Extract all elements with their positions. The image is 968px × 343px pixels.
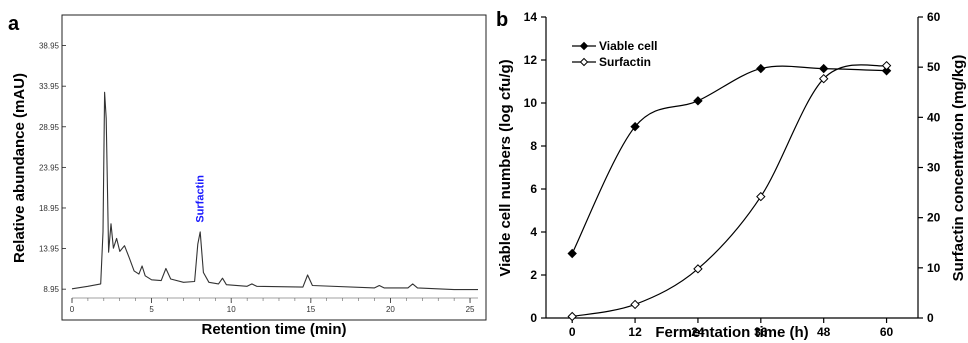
chromatogram-trace-group <box>71 91 478 291</box>
viable-cell-line <box>571 65 887 254</box>
x-tick-label: 25 <box>466 305 475 314</box>
x-tick-label: 10 <box>227 305 236 314</box>
x-tick-label: 24 <box>691 325 705 339</box>
x-tick-label: 48 <box>817 325 831 339</box>
x-tick-label: 36 <box>754 325 768 339</box>
surfactin-line <box>572 64 887 318</box>
x-tick-label: 15 <box>306 305 315 314</box>
viable-cell-point <box>693 96 703 106</box>
chromatogram-panel: a 8.95 13.95 18.95 23.95 28.95 33.95 38.95 0 5 10… <box>8 13 487 338</box>
x-tick-label: 20 <box>386 305 395 314</box>
y-tick-label: 13.95 <box>39 245 60 254</box>
viable-cell-legend-marker <box>579 41 589 51</box>
x-tick-label: 0 <box>569 325 576 339</box>
fermentation-legend: Viable cell Surfactin <box>572 39 657 69</box>
x-tick-label: 0 <box>70 305 75 314</box>
surfactin-peak-label: Surfactin <box>194 175 206 223</box>
y-tick-label: 8.95 <box>43 285 59 294</box>
surfactin-legend-label: Surfactin <box>599 55 651 69</box>
panel-a-letter: a <box>8 13 20 35</box>
y-tick-label: 18.95 <box>39 204 60 213</box>
viable-cell-point <box>567 248 577 259</box>
right-y-tick-label: 10 <box>927 261 941 275</box>
surfactin-point <box>881 60 892 71</box>
left-y-tick-label: 14 <box>524 10 538 24</box>
surfactin-point <box>567 311 577 322</box>
viable-cell-point <box>756 63 766 74</box>
left-y-tick-label: 8 <box>530 139 537 153</box>
viable-cell-point <box>630 121 640 132</box>
left-y-tick-label: 6 <box>530 182 537 196</box>
panel-b-letter: b <box>496 9 508 31</box>
surfactin-y-axis-title: Surfactin concentration (mg/kg) <box>950 55 967 282</box>
chromatogram-trace <box>71 91 478 291</box>
right-y-tick-label: 30 <box>927 161 941 175</box>
chromatogram-y-axis-title: Relative abundance (mAU) <box>11 73 28 263</box>
surfactin-point <box>630 299 640 310</box>
fermentation-series-group <box>567 60 892 322</box>
left-y-tick-label: 0 <box>530 311 537 325</box>
left-y-tick-label: 2 <box>530 268 537 282</box>
x-tick-label: 60 <box>880 325 894 339</box>
right-y-tick-label: 0 <box>927 311 934 325</box>
surfactin-point <box>693 264 703 274</box>
right-y-tick-label: 20 <box>927 211 941 225</box>
x-tick-label: 5 <box>149 305 154 314</box>
right-y-tick-label: 40 <box>927 110 941 124</box>
left-y-tick-label: 4 <box>530 225 537 239</box>
left-y-tick-label: 12 <box>524 53 538 67</box>
surfactin-point <box>756 191 766 202</box>
right-y-tick-label: 50 <box>927 60 941 74</box>
chromatogram-frame <box>61 14 487 321</box>
chromatogram-ticks: 8.95 13.95 18.95 23.95 28.95 33.95 38.95 0 5 10 15… <box>39 42 478 314</box>
viable-cell-y-axis-title: Viable cell numbers (log cfu/g) <box>497 59 514 276</box>
y-tick-label: 28.95 <box>39 123 60 132</box>
viable-cell-point <box>881 66 892 76</box>
y-tick-label: 33.95 <box>39 82 60 91</box>
x-tick-label: 12 <box>628 325 642 339</box>
chromatogram-x-axis-title: Retention time (min) <box>202 321 347 338</box>
surfactin-legend-marker <box>579 57 589 67</box>
fermentation-x-axis-title: Fermentation time (h) <box>655 324 808 341</box>
left-y-tick-label: 10 <box>524 96 538 110</box>
right-y-tick-label: 60 <box>927 10 941 24</box>
y-tick-label: 38.95 <box>39 42 60 51</box>
viable-cell-legend-label: Viable cell <box>599 39 657 53</box>
y-tick-label: 23.95 <box>39 163 60 172</box>
viable-cell-point <box>818 63 829 74</box>
surfactin-point <box>818 73 829 84</box>
